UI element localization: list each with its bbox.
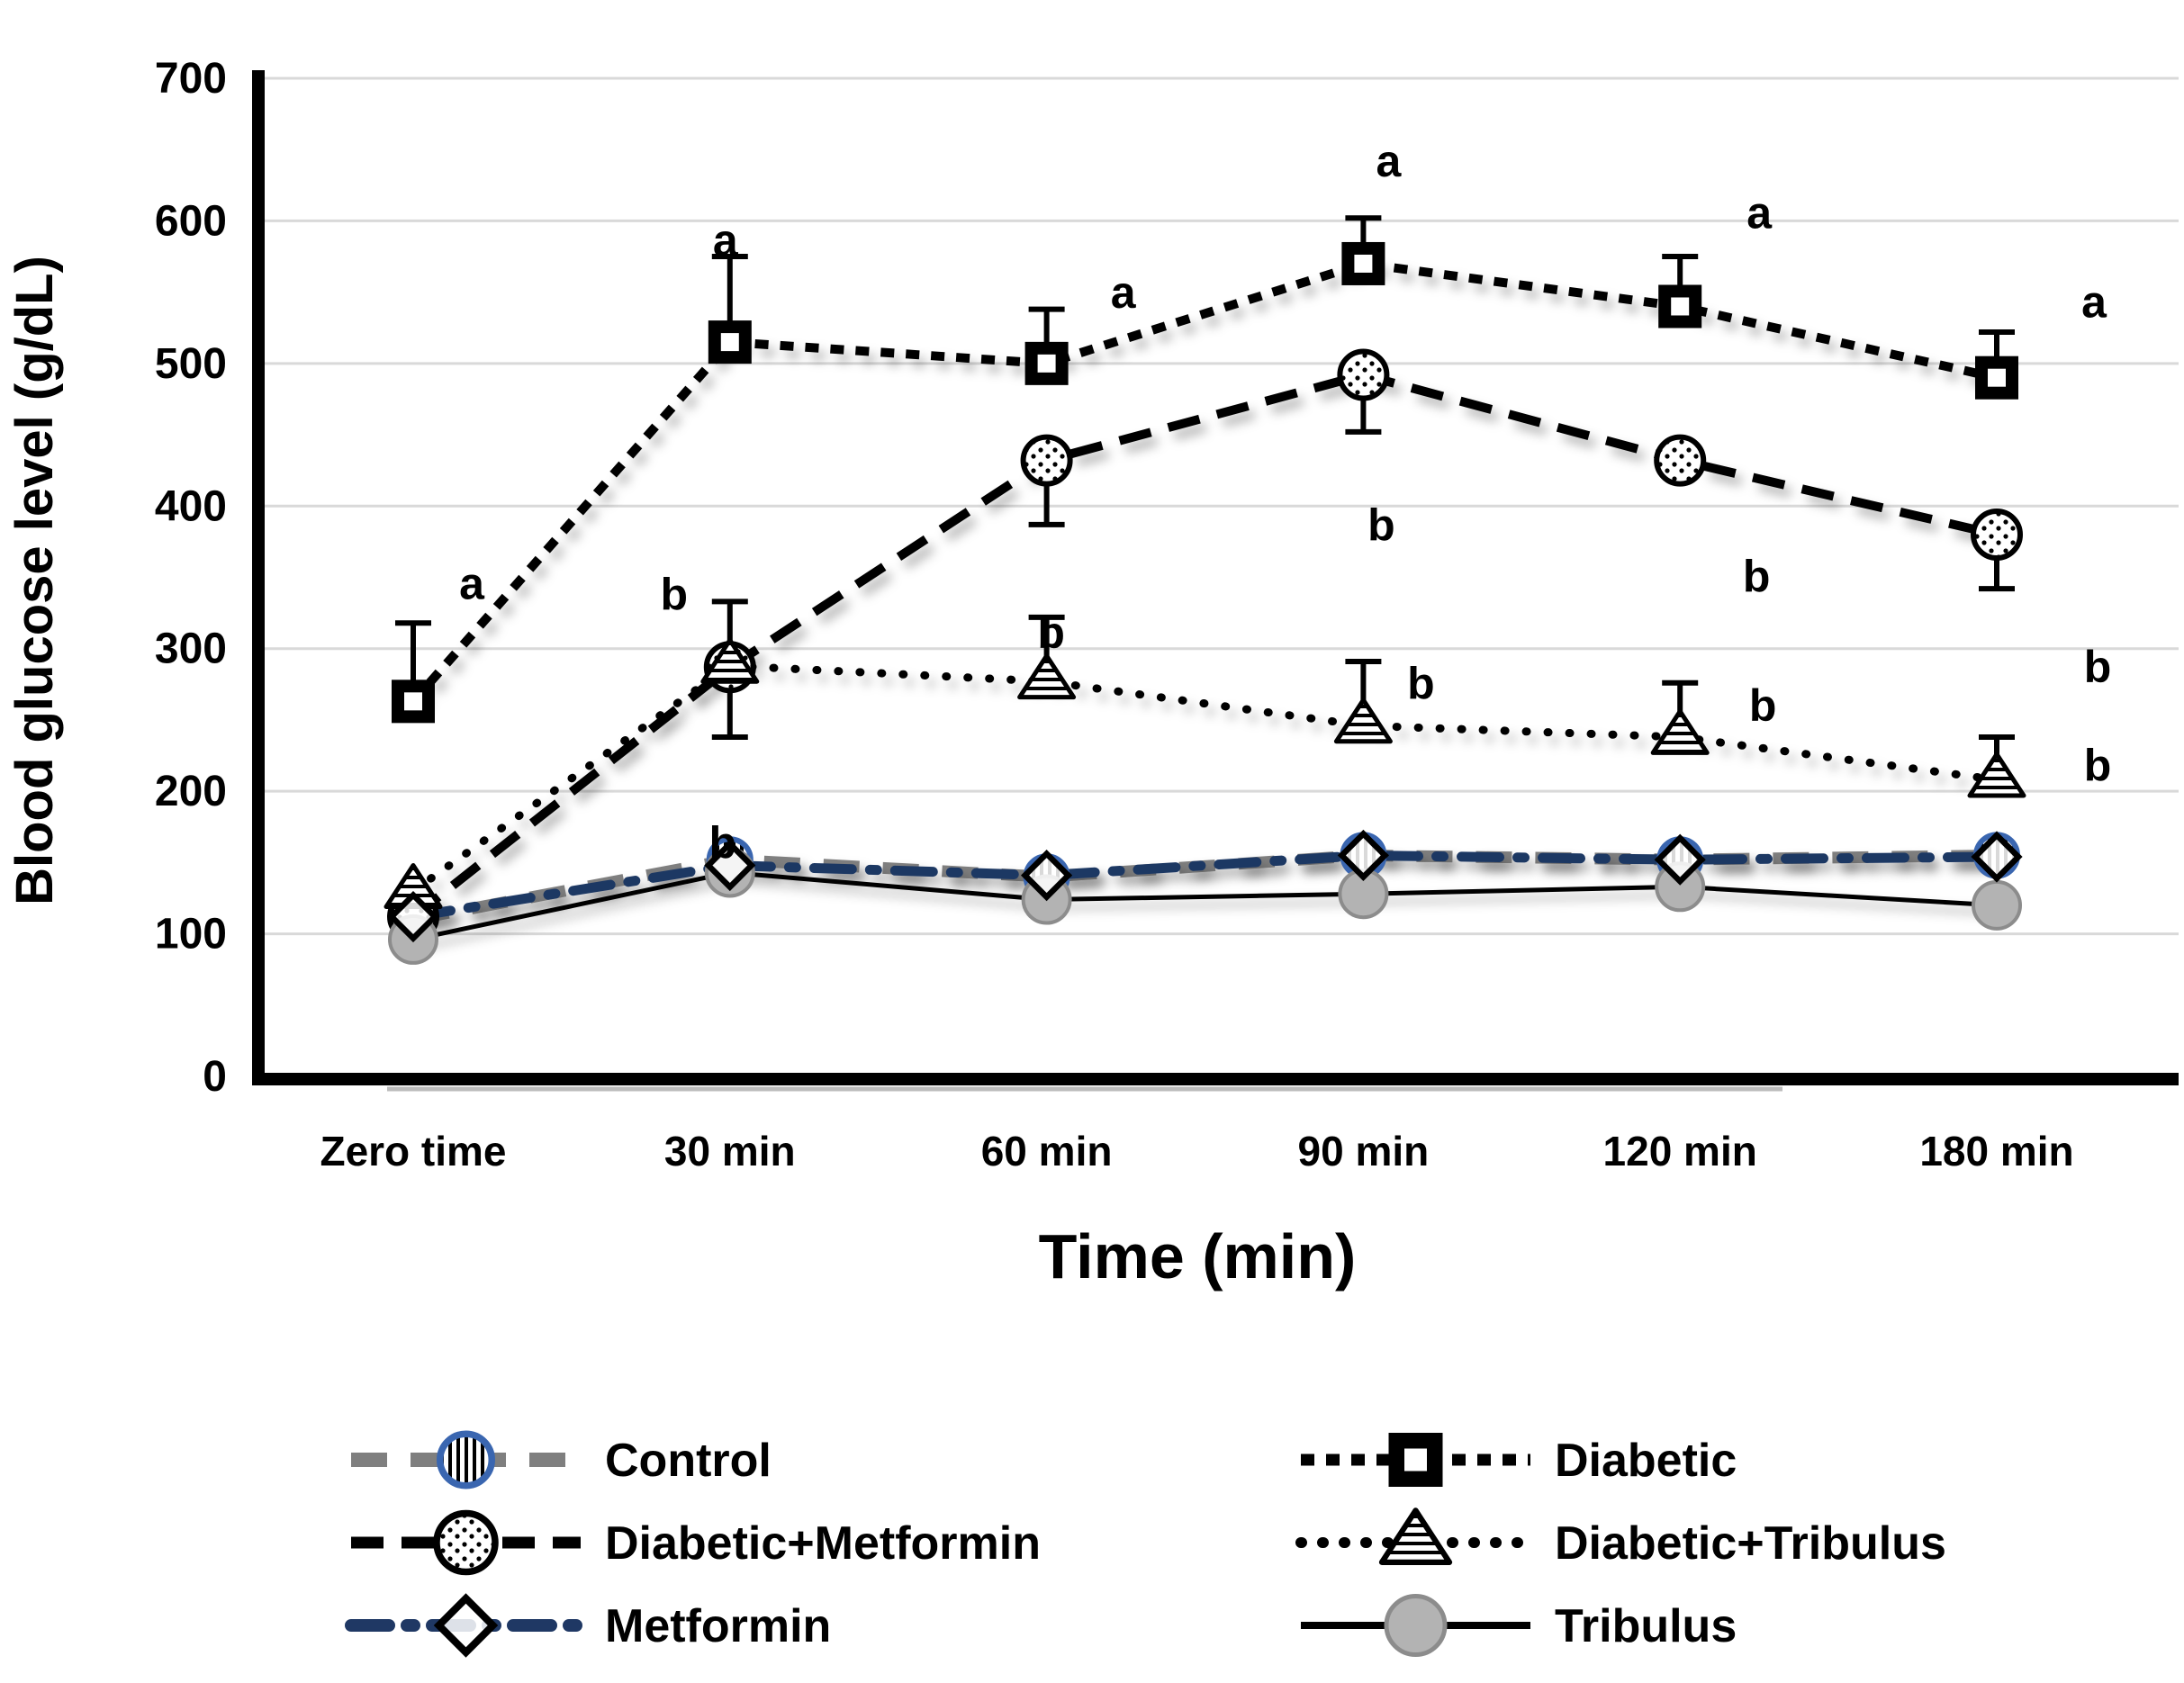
y-tick-200: 200 (155, 768, 227, 815)
y-tick-600: 600 (155, 197, 227, 245)
sig-label-b-14: b (709, 817, 737, 868)
legend: Control Diabetic+Metformin Metformin Diabet… (345, 1430, 1946, 1658)
legend-item-tribulus: Tribulus (1301, 1594, 1737, 1657)
marker-diabetic-1 (708, 320, 752, 364)
series-line-tribulus (412, 869, 1998, 942)
sig-label-a-3: a (1376, 136, 1402, 186)
y-tick-400: 400 (155, 482, 227, 530)
y-axis-title: Blood glucose level (g/dL) (5, 256, 64, 905)
marker-metformin-5 (1971, 831, 2023, 883)
legend-marker-tribulus (1384, 1594, 1448, 1657)
legend-label-diabetic+metformin: Diabetic+Metformin (605, 1517, 1041, 1570)
x-axis-title: Time (min) (1039, 1221, 1357, 1292)
legend-marker-diabetic+tribulus (1378, 1508, 1453, 1565)
y-tick-500: 500 (155, 340, 227, 388)
legend-item-diabetic+tribulus: Diabetic+Tribulus (1295, 1508, 1946, 1570)
y-tick-700: 700 (155, 55, 227, 103)
series-line-diabetic-plus-metformin (410, 370, 1999, 921)
legend-label-diabetic: Diabetic (1555, 1435, 1737, 1487)
sig-label-a-1: a (713, 215, 739, 266)
series-line-diabetic (410, 258, 1999, 705)
sig-label-a-0: a (459, 558, 485, 608)
marker-diabetic+tribulus-1 (700, 637, 760, 684)
legend-label-control: Control (605, 1435, 772, 1487)
x-tick-1: 30 min (664, 1128, 796, 1174)
series-markers (384, 241, 2026, 965)
legend-label-diabetic+tribulus: Diabetic+Tribulus (1555, 1517, 1946, 1570)
marker-diabetic-5 (1975, 356, 2018, 400)
sig-label-b-13: b (2084, 740, 2112, 790)
marker-metformin-4 (1654, 833, 1706, 886)
legend-item-control: Control (351, 1430, 772, 1490)
marker-diabetic+metformin-5 (1971, 508, 2023, 561)
x-tick-3: 90 min (1298, 1128, 1430, 1174)
x-tick-2: 60 min (981, 1128, 1113, 1174)
sig-label-b-12: b (1749, 680, 1777, 731)
marker-diabetic+metformin-4 (1654, 434, 1707, 487)
gridlines (257, 76, 2179, 936)
marker-diabetic+tribulus-5 (1967, 752, 2026, 798)
marker-tribulus-5 (1972, 879, 2022, 931)
y-tick-100: 100 (155, 911, 227, 958)
sig-label-a-2: a (1111, 267, 1137, 318)
x-tick-0: Zero time (320, 1128, 506, 1174)
sig-label-b-7: b (1743, 552, 1771, 602)
legend-marker-diabetic (1388, 1433, 1443, 1487)
sig-label-a-4: a (1746, 187, 1773, 238)
legend-item-diabetic+metformin: Diabetic+Metformin (351, 1509, 1041, 1576)
marker-metformin-0 (387, 890, 439, 943)
marker-diabetic-4 (1658, 284, 1702, 328)
series-line-metformin (408, 850, 2002, 922)
legend-item-diabetic: Diabetic (1301, 1433, 1737, 1487)
legend-marker-control (437, 1430, 495, 1490)
tick-labels: 0 100 200 300 400 500 600 700 Zero time 30 min 60 … (155, 55, 2074, 1174)
marker-metformin-3 (1337, 829, 1389, 882)
legend-marker-diabetic+metformin (433, 1509, 499, 1576)
marker-diabetic+tribulus-2 (1017, 653, 1077, 700)
series-lines (408, 258, 2002, 942)
marker-metformin-1 (704, 839, 756, 892)
axes (252, 70, 2179, 1092)
marker-diabetic+metformin-2 (1020, 434, 1073, 487)
marker-diabetic-0 (392, 680, 435, 724)
y-tick-0: 0 (203, 1053, 227, 1101)
x-tick-5: 180 min (1919, 1128, 2073, 1174)
marker-metformin-2 (1021, 850, 1073, 902)
sig-label-b-10: b (1037, 608, 1065, 658)
marker-diabetic+tribulus-3 (1333, 698, 1393, 744)
marker-diabetic+metformin-3 (1337, 348, 1390, 401)
series-line-diabetic-plus-tribulus (409, 662, 2001, 896)
sig-label-a-5: a (2081, 277, 2107, 328)
legend-label-metformin: Metformin (605, 1600, 831, 1652)
y-tick-300: 300 (155, 626, 227, 673)
sig-label-b-9: b (661, 570, 689, 620)
legend-marker-metformin (433, 1593, 499, 1658)
sig-label-b-11: b (1407, 658, 1435, 708)
legend-item-metformin: Metformin (345, 1593, 831, 1658)
x-tick-4: 120 min (1603, 1128, 1757, 1174)
sig-label-b-6: b (1367, 500, 1395, 551)
marker-diabetic-3 (1341, 241, 1385, 285)
sig-label-b-8: b (2084, 642, 2112, 692)
marker-diabetic+tribulus-4 (1650, 708, 1710, 755)
legend-label-tribulus: Tribulus (1555, 1600, 1737, 1652)
marker-diabetic-2 (1024, 341, 1069, 385)
